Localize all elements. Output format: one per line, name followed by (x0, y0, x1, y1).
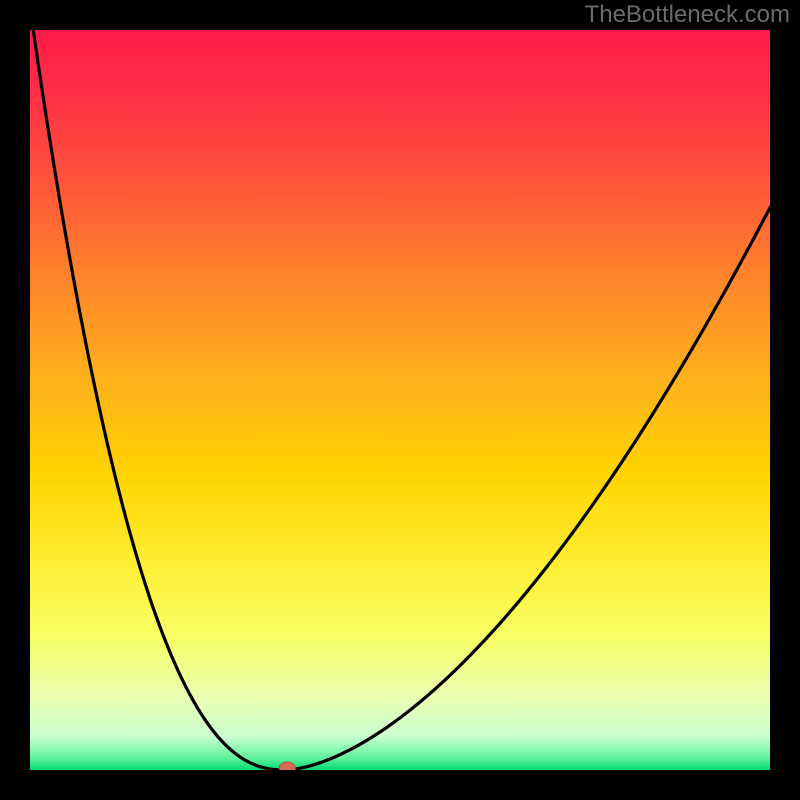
watermark-text: TheBottleneck.com (585, 1, 790, 28)
bottleneck-chart: TheBottleneck.com (0, 0, 800, 800)
gradient-background (30, 30, 770, 770)
